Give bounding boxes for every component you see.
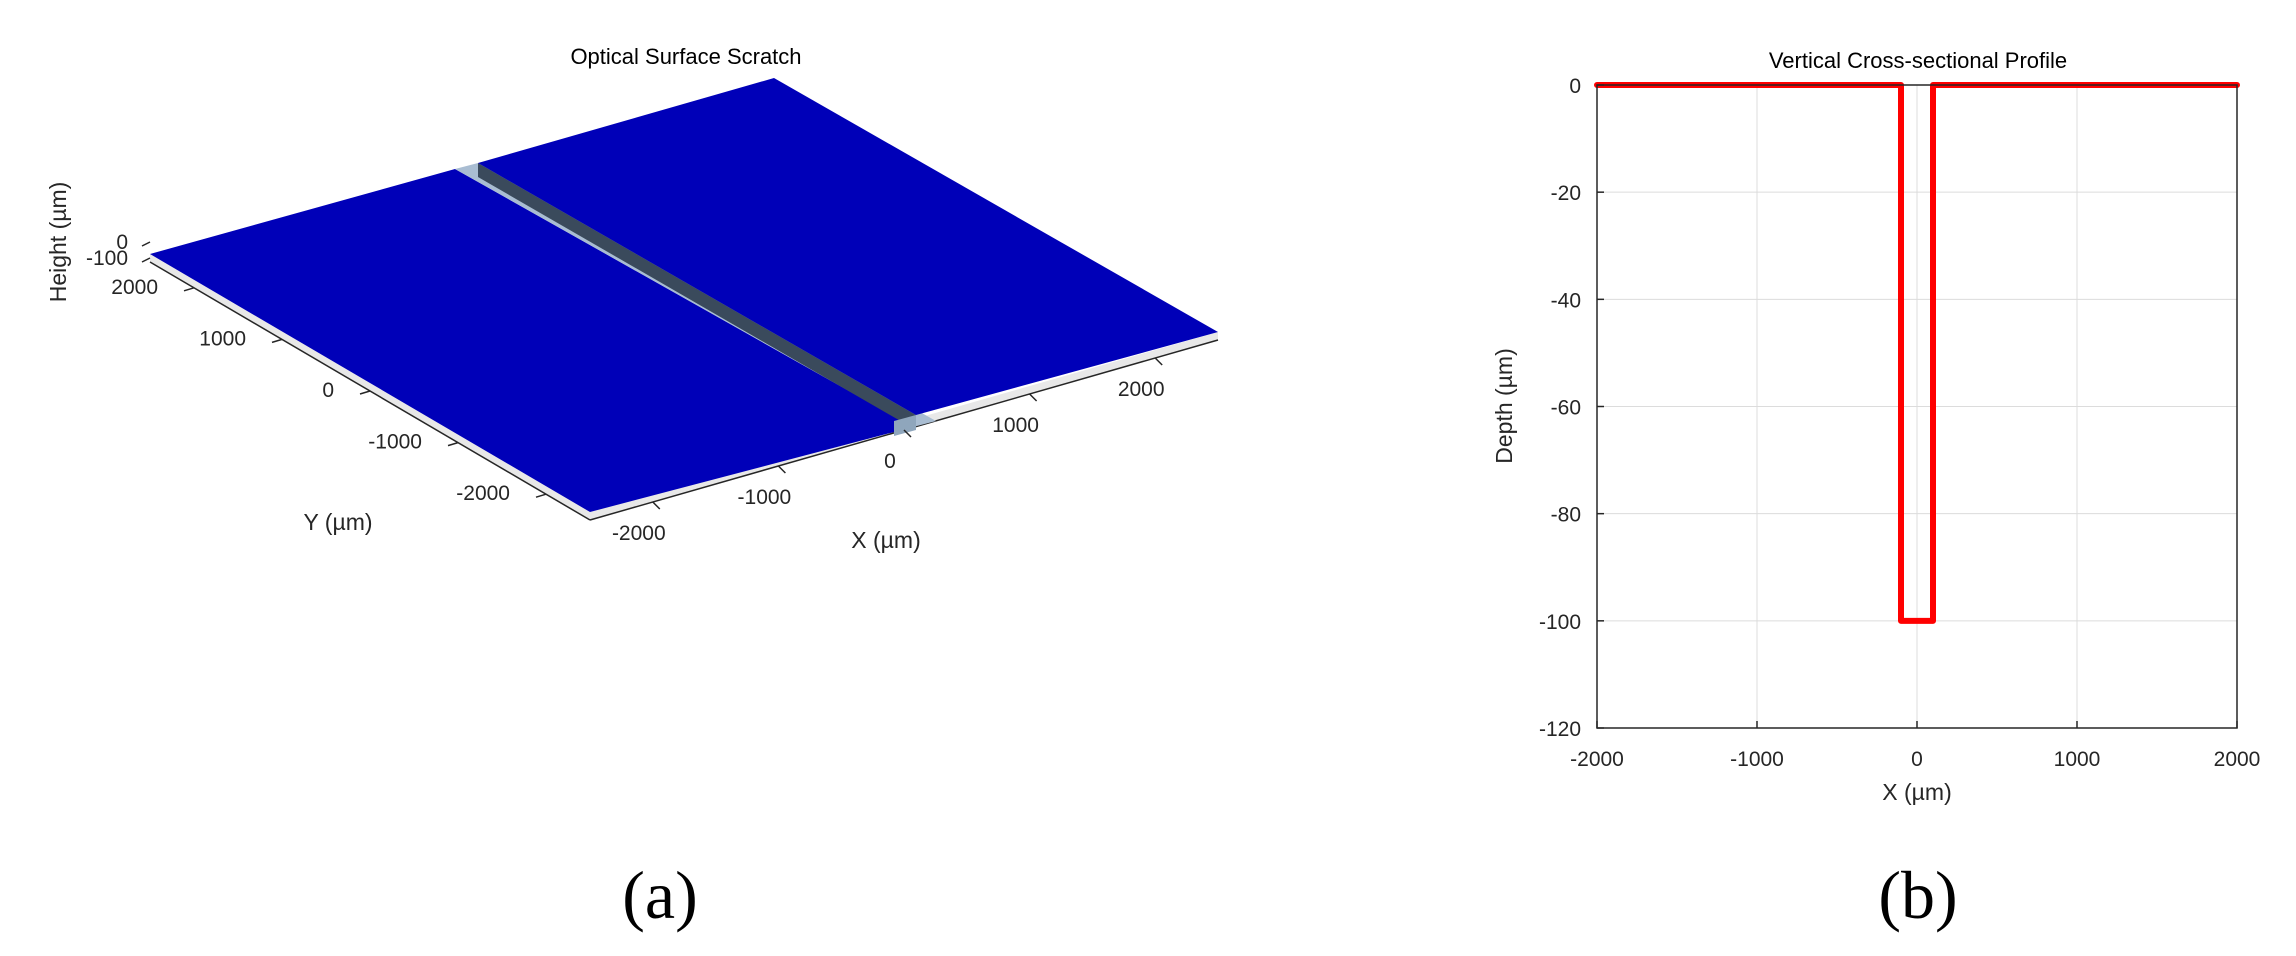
surface-ticks: -2000-1000010002000-2000-1000010002000-1… xyxy=(86,231,1165,545)
y-tick-label: -80 xyxy=(1551,504,1581,527)
surface-z-axis-label: Height (µm) xyxy=(45,182,71,303)
profile-chart: Vertical Cross-sectional Profile -2000 -1… xyxy=(1491,48,2260,805)
x-tick-label: -2000 xyxy=(1570,748,1624,771)
surface-x-tick-mark xyxy=(903,429,912,438)
surface-x-axis-label: X (µm) xyxy=(851,527,920,553)
profile-x-axis-label: X (µm) xyxy=(1882,779,1951,805)
x-tick-label: 2000 xyxy=(2214,748,2261,771)
surface-x-tick-mark xyxy=(777,465,786,474)
profile-y-axis-label: Depth (µm) xyxy=(1491,348,1517,464)
scratch-wall xyxy=(478,163,916,430)
surface-chart: Optical Surface Scratch -2000-1000010002… xyxy=(45,44,1219,553)
x-tick-label: -1000 xyxy=(1730,748,1784,771)
surface-y-tick-label: 2000 xyxy=(111,276,158,299)
surface-x-tick-label: -1000 xyxy=(738,486,792,509)
x-tick-label: 0 xyxy=(1911,748,1923,771)
surface-y-tick-label: -2000 xyxy=(456,482,510,505)
surface-z-tick-mark xyxy=(141,241,151,247)
y-ticks: 0 -20 -40 -60 -80 -100 -120 xyxy=(1539,75,1604,741)
surface-x-tick-label: 2000 xyxy=(1118,378,1165,401)
x-tick-label: 1000 xyxy=(2054,748,2101,771)
surface-right-half xyxy=(478,78,1218,415)
surface-x-tick-mark xyxy=(652,501,661,510)
surface-x-tick-label: 1000 xyxy=(992,414,1039,437)
y-tick-label: 0 xyxy=(1569,75,1581,98)
y-tick-label: -100 xyxy=(1539,611,1581,634)
surface-x-tick-label: -2000 xyxy=(612,522,666,545)
surface-y-tick-label: 0 xyxy=(322,379,334,402)
surface-x-tick-mark xyxy=(1154,357,1163,366)
y-tick-label: -60 xyxy=(1551,397,1581,420)
profile-chart-title: Vertical Cross-sectional Profile xyxy=(1769,48,2067,73)
surface-y-tick-label: 1000 xyxy=(199,327,246,350)
surface-x-tick-label: 0 xyxy=(884,450,896,473)
scratch-end-face xyxy=(894,415,916,436)
surface-y-tick-mark xyxy=(447,441,459,447)
y-tick-label: -40 xyxy=(1551,289,1581,312)
surface-y-axis-label: Y (µm) xyxy=(303,509,372,535)
y-tick-label: -20 xyxy=(1551,182,1581,205)
surface-y-tick-mark xyxy=(271,338,283,344)
surface-left-half xyxy=(150,169,913,512)
caption-b: (b) xyxy=(1878,857,1957,933)
x-ticks: -2000 -1000 0 1000 2000 xyxy=(1570,721,2260,771)
surface-z-tick-label: 0 xyxy=(116,231,128,254)
surface-chart-title: Optical Surface Scratch xyxy=(570,44,801,69)
surface-y-tick-label: -1000 xyxy=(368,431,422,454)
y-tick-label: -120 xyxy=(1539,718,1581,741)
surface-y-tick-mark xyxy=(359,390,371,395)
surface-y-tick-mark xyxy=(183,287,195,292)
surface-z-tick-mark xyxy=(141,257,151,263)
caption-a: (a) xyxy=(622,857,697,933)
surface-y-tick-mark xyxy=(535,493,547,498)
surface-z-tick-label: -100 xyxy=(86,247,128,270)
surface-x-tick-mark xyxy=(1029,393,1038,402)
